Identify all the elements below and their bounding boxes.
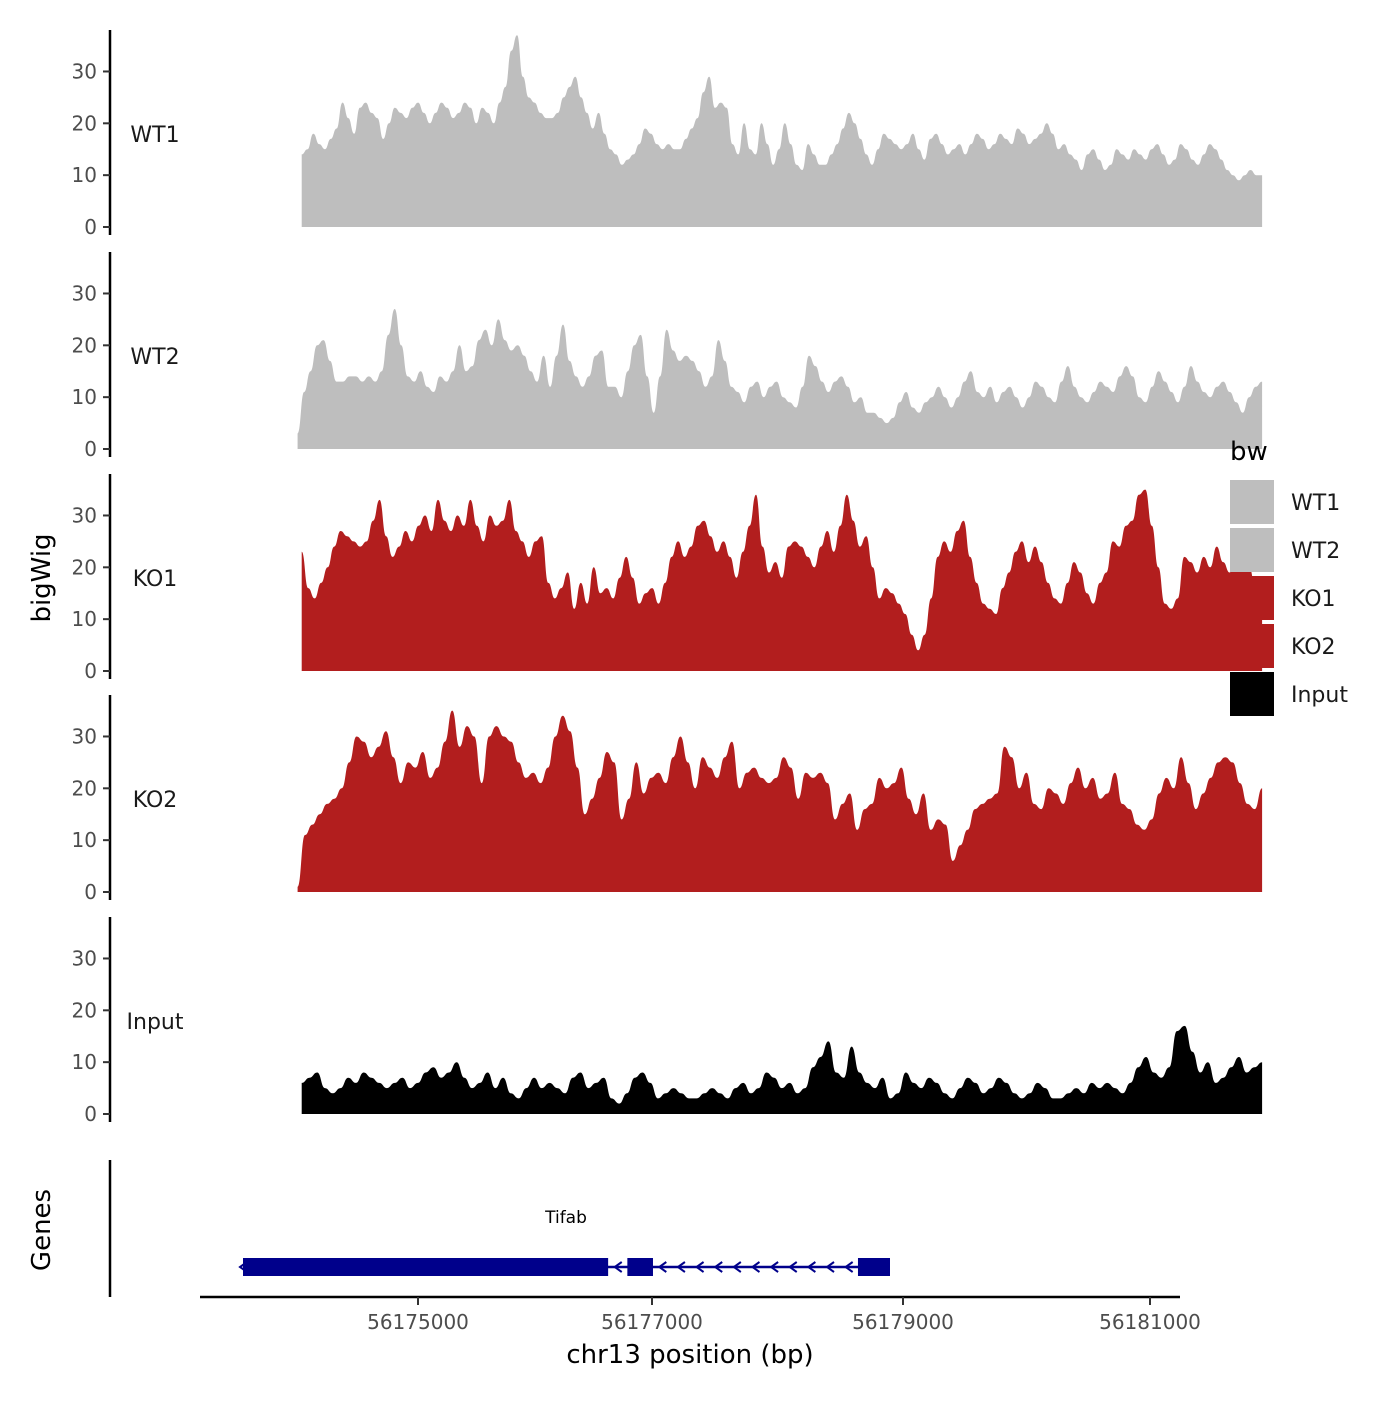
legend: bw WT1 WT2 KO1 KO2 Input — [1230, 437, 1348, 716]
gene-exon — [627, 1258, 653, 1276]
track-wt1: 0 10 20 30 WT1 — [72, 30, 1263, 239]
y-tick-label: 10 — [72, 385, 97, 409]
strand-arrow — [880, 1261, 889, 1273]
strand-arrow — [713, 1261, 723, 1273]
legend-label: KO2 — [1291, 635, 1336, 660]
legend-key-ko1 — [1230, 576, 1274, 620]
track-wt2: 0 10 20 30 WT2 — [72, 252, 1263, 461]
track-label: KO1 — [133, 567, 178, 592]
track-ko2: 0 10 20 30 KO2 — [72, 695, 1263, 904]
y-axis-title: bigWig — [27, 533, 57, 622]
signal-area-ko2 — [297, 710, 1263, 892]
signal-area-ko1 — [301, 489, 1263, 671]
legend-title: bw — [1230, 437, 1268, 467]
legend-label: Input — [1291, 683, 1348, 708]
track-label: WT1 — [130, 123, 179, 148]
gene-exon — [243, 1258, 609, 1276]
y-tick-label: 20 — [72, 555, 97, 579]
legend-key-wt2 — [1230, 528, 1274, 572]
strand-arrow — [825, 1261, 835, 1273]
y-tick-label: 20 — [72, 998, 97, 1022]
strand-arrow — [769, 1261, 779, 1273]
y-tick-label: 30 — [72, 281, 97, 305]
track-ko1: 0 10 20 30 KO1 — [72, 474, 1263, 683]
y-tick-label: 0 — [84, 880, 97, 904]
tracks: 0 10 20 30 WT1 0 10 20 30 WT2 0 10 20 30 KO1 0 10 20 30 KO2… — [72, 30, 1263, 1126]
track-input: 0 10 20 30 Input — [72, 917, 1263, 1126]
y-tick-label: 0 — [84, 215, 97, 239]
track-label: Input — [127, 1010, 184, 1035]
strand-arrow — [843, 1261, 854, 1273]
genes-panel: Tifab — [108, 1160, 890, 1297]
legend-label: WT1 — [1291, 491, 1340, 516]
y-tick-label: 10 — [72, 828, 97, 852]
track-label: KO2 — [133, 788, 178, 813]
x-tick-label: 56177000 — [601, 1310, 703, 1334]
y-tick-label: 30 — [72, 724, 97, 748]
x-axis: 56175000 56177000 56179000 56181000 — [200, 1295, 1201, 1334]
strand-arrow — [238, 1261, 248, 1273]
legend-label: KO1 — [1291, 587, 1336, 612]
gene-label: Tifab — [544, 1208, 587, 1228]
y-tick-label: 10 — [72, 1050, 97, 1074]
track-label: WT2 — [130, 345, 179, 370]
signal-area-input — [301, 1025, 1263, 1114]
x-tick-label: 56179000 — [852, 1310, 954, 1334]
strand-arrow — [694, 1261, 705, 1273]
strand-arrow — [750, 1261, 761, 1273]
y-tick-label: 20 — [72, 333, 97, 357]
y-tick-label: 10 — [72, 607, 97, 631]
strand-arrow — [788, 1261, 798, 1273]
strand-arrow — [806, 1261, 816, 1273]
y-tick-label: 0 — [84, 1102, 97, 1126]
y-tick-label: 10 — [72, 163, 97, 187]
x-tick-label: 56181000 — [1099, 1310, 1201, 1334]
y-tick-label: 20 — [72, 111, 97, 135]
y-tick-label: 30 — [72, 503, 97, 527]
y-tick-label: 30 — [72, 946, 97, 970]
strand-arrow — [613, 1261, 623, 1273]
genes-axis-title: Genes — [27, 1189, 57, 1271]
x-axis-title: chr13 position (bp) — [566, 1340, 813, 1370]
y-tick-label: 0 — [84, 437, 97, 461]
legend-key-ko2 — [1230, 624, 1274, 668]
legend-label: WT2 — [1291, 539, 1340, 564]
y-tick-label: 0 — [84, 659, 97, 683]
signal-area-wt2 — [297, 309, 1263, 449]
gene-exon — [857, 1258, 890, 1276]
strand-arrow — [732, 1261, 742, 1273]
legend-key-input — [1230, 672, 1274, 716]
signal-area-wt1 — [301, 35, 1263, 228]
legend-key-wt1 — [1230, 480, 1274, 524]
x-tick-label: 56175000 — [367, 1310, 469, 1334]
strand-arrow — [657, 1261, 667, 1273]
y-tick-label: 30 — [72, 59, 97, 83]
y-tick-label: 20 — [72, 776, 97, 800]
strand-arrow — [676, 1261, 686, 1273]
